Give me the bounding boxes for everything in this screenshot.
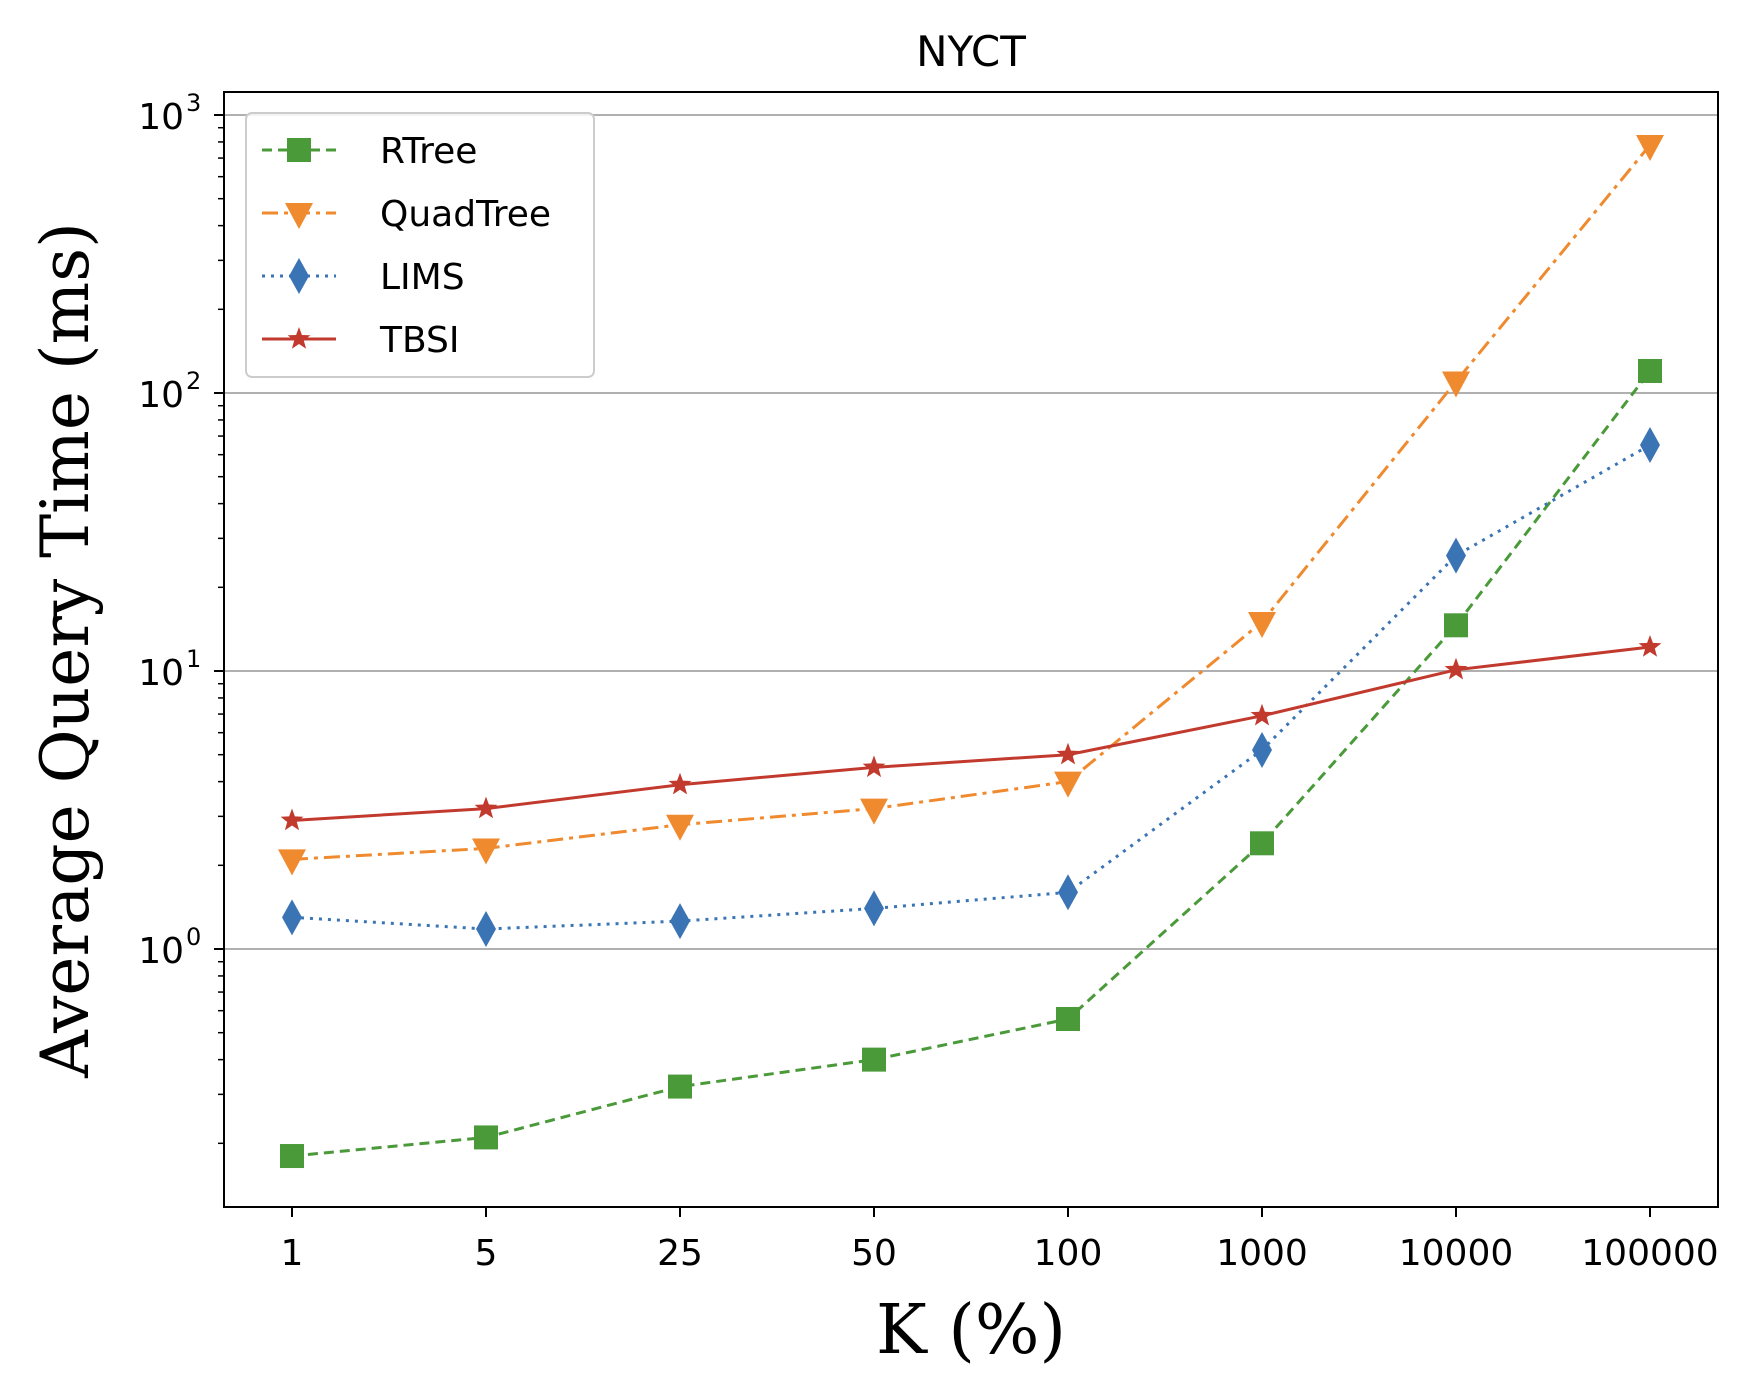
axis-layer: 10 010 110 210 31 5 25 50 100 1000 10000 100000 xyxy=(138,89,1719,1274)
data-point-diamond xyxy=(476,911,496,948)
x-tick-label: 1 xyxy=(281,1233,304,1274)
data-point-square xyxy=(1056,1007,1080,1032)
data-point-diamond xyxy=(1446,537,1466,574)
x-tick-label: 100 xyxy=(1034,1233,1103,1274)
data-point-square xyxy=(1638,358,1662,383)
y-tick-exponent: 0 xyxy=(186,923,201,951)
data-point-star xyxy=(862,755,886,778)
y-tick-exponent: 2 xyxy=(186,367,201,395)
data-point-star xyxy=(474,796,498,819)
data-point-star xyxy=(287,327,311,349)
data-point-diamond xyxy=(289,258,309,294)
y-tick-label: 10 xyxy=(138,375,184,416)
data-point-diamond xyxy=(282,899,302,936)
data-point-triangle xyxy=(860,798,888,825)
x-axis-label: K (%) xyxy=(876,1291,1066,1370)
series-line-tbsi xyxy=(291,645,1651,822)
x-tick-label: 50 xyxy=(851,1233,897,1274)
series-line-quadtree xyxy=(291,144,1652,861)
data-point-diamond xyxy=(864,890,884,927)
y-tick-label: 10 xyxy=(138,931,184,972)
data-point-star xyxy=(280,808,304,831)
chart-title: NYCT xyxy=(916,27,1026,76)
plot-area-frame xyxy=(223,91,1719,1208)
data-point-square xyxy=(287,138,311,162)
data-point-diamond xyxy=(670,903,690,940)
data-point-triangle xyxy=(1636,134,1664,161)
data-point-diamond xyxy=(1252,731,1272,768)
data-point-star xyxy=(1638,635,1662,657)
y-tick-label: 10 xyxy=(138,97,184,138)
y-tick-label: 10 xyxy=(138,653,184,694)
y-tick-exponent: 1 xyxy=(186,645,201,673)
data-point-square xyxy=(1444,613,1468,638)
legend-label: RTree xyxy=(380,131,477,172)
data-point-triangle xyxy=(285,203,313,229)
data-point-diamond xyxy=(1058,874,1078,911)
legend-label: QuadTree xyxy=(380,194,551,235)
x-tick-label: 10000 xyxy=(1399,1233,1514,1274)
data-point-triangle xyxy=(278,849,306,876)
y-axis-label: Average Query Time (ms) xyxy=(27,222,104,1079)
legend: RTree QuadTree LIMS TBSI xyxy=(245,112,595,378)
series-layer xyxy=(278,134,1664,1169)
series-line-lims xyxy=(291,443,1651,931)
data-point-star xyxy=(668,772,692,795)
data-point-star xyxy=(1444,657,1468,680)
data-point-triangle xyxy=(1442,371,1470,398)
data-point-star xyxy=(1250,703,1274,726)
y-tick-exponent: 3 xyxy=(186,89,201,117)
series-line-rtree xyxy=(291,370,1652,1158)
data-point-triangle xyxy=(1248,612,1276,639)
data-point-triangle xyxy=(666,814,694,841)
x-tick-label: 100000 xyxy=(1581,1233,1718,1274)
legend-label: TBSI xyxy=(379,320,460,361)
x-tick-label: 25 xyxy=(657,1233,703,1274)
data-point-star xyxy=(1056,742,1080,765)
legend-box xyxy=(245,112,595,378)
data-point-triangle xyxy=(472,838,500,865)
x-tick-label: 1000 xyxy=(1216,1233,1308,1274)
x-tick-label: 5 xyxy=(475,1233,498,1274)
data-point-diamond xyxy=(1640,427,1660,464)
legend-label: LIMS xyxy=(380,257,465,298)
data-point-square xyxy=(862,1047,886,1072)
data-point-square xyxy=(668,1074,692,1099)
data-point-square xyxy=(280,1144,304,1169)
data-point-square xyxy=(1250,831,1274,856)
data-point-square xyxy=(474,1125,498,1150)
data-point-triangle xyxy=(1054,771,1082,798)
